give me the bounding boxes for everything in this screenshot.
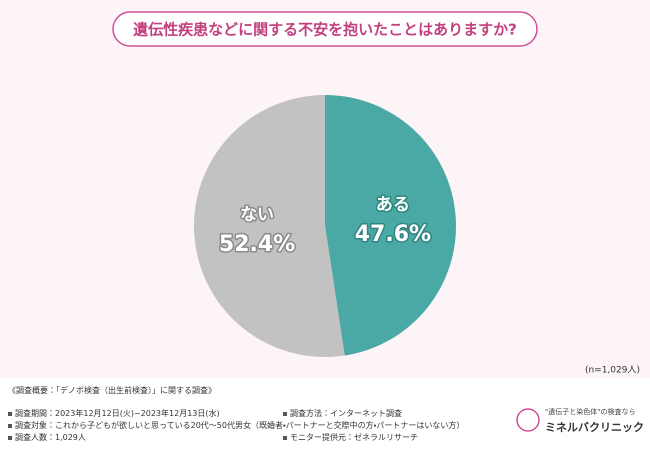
chart: 遺伝性疾患などに関する不安を抱いたことはありますか? (n=1,029人) ある… — [0, 0, 650, 378]
survey-header: 《調査概要：「デノボ検査（出生前検査）」に関する調査》 — [8, 386, 216, 395]
logo-name: ミネルバクリニック — [545, 421, 644, 434]
survey-item: 調査人数：1,029人 — [8, 432, 86, 443]
slice-category: ない — [240, 205, 274, 225]
slice-value-label: 47.6% — [355, 222, 431, 247]
pie-slice — [193, 95, 345, 357]
chart-title: 遺伝性疾患などに関する不安を抱いたことはありますか? — [133, 21, 517, 39]
slice-category: ある — [376, 195, 410, 215]
slice-value-label: 52.4% — [219, 232, 295, 257]
logo-tagline: "遺伝子と染色体"の検査なら — [545, 407, 635, 416]
survey-item: モニター提供元：ゼネラルリサーチ — [283, 432, 418, 443]
logo-icon — [516, 408, 540, 432]
survey-item: 調査対象：これから子どもが欲しいと思っている20代～50代男女（既婚者・パートナ… — [8, 420, 464, 431]
pie-slice — [325, 95, 456, 356]
survey-item: 調査方法：インターネット調査 — [283, 408, 402, 419]
title-pill — [112, 11, 538, 47]
survey-item: 調査期間：2023年12月12日(火)~2023年12月13日(水) — [8, 408, 220, 419]
sample-note: (n=1,029人) — [585, 366, 640, 376]
